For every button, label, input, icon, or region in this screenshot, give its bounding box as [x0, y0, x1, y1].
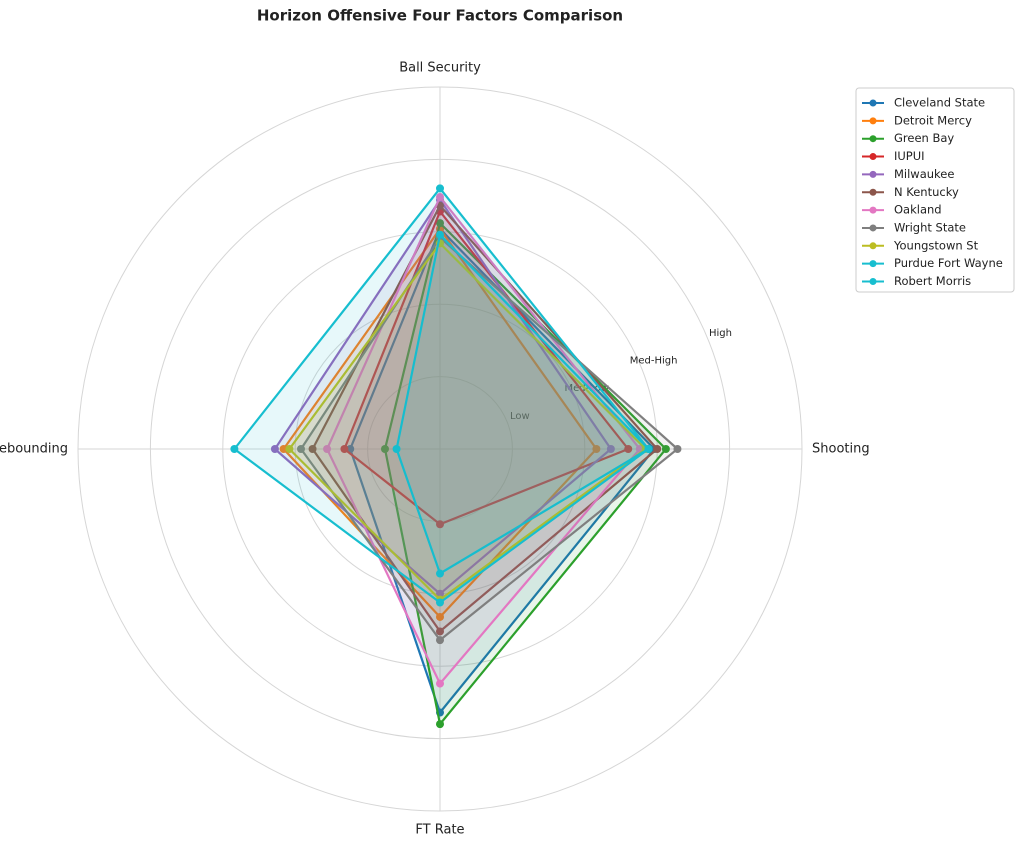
series-area	[344, 211, 629, 525]
legend-label: Robert Morris	[894, 274, 971, 288]
series-area	[327, 197, 640, 684]
legend-marker	[869, 224, 877, 232]
category-label: Ball Security	[399, 61, 481, 76]
legend-marker	[869, 170, 877, 178]
point	[436, 589, 444, 598]
series-area	[396, 234, 649, 574]
point	[380, 445, 389, 453]
point	[436, 219, 444, 228]
chart-title: Horizon Offensive Four Factors Compariso…	[257, 7, 623, 25]
legend-marker	[869, 117, 877, 125]
legend-label: Wright State	[894, 220, 966, 234]
point	[436, 636, 444, 645]
r-tick-label: Med-High	[630, 356, 678, 367]
legend-marker	[869, 99, 877, 107]
category-label: Off Rebounding	[0, 442, 68, 457]
legend-label: Milwaukee	[894, 167, 954, 181]
point	[323, 445, 332, 453]
point	[644, 445, 653, 453]
series-area	[385, 223, 666, 725]
legend-marker	[869, 242, 877, 250]
point	[436, 720, 444, 729]
series-area	[234, 188, 649, 603]
legend-marker	[869, 260, 877, 268]
series-area	[301, 237, 678, 641]
point	[436, 569, 444, 578]
series-area	[289, 243, 646, 600]
legend-label: Green Bay	[894, 131, 954, 145]
point	[606, 445, 615, 453]
point	[624, 445, 633, 453]
point	[285, 445, 294, 453]
legend-marker	[869, 188, 877, 196]
legend-label: Detroit Mercy	[894, 113, 972, 127]
legend-marker	[869, 206, 877, 214]
series-area	[274, 199, 611, 594]
legend-label: Oakland	[894, 203, 942, 217]
legend-label: Cleveland State	[894, 96, 985, 110]
grid: Shooting Ball Security Off Rebounding FT Ra…	[0, 61, 870, 838]
legend-label: Purdue Fort Wayne	[894, 256, 1003, 270]
point	[436, 612, 444, 621]
point	[436, 598, 444, 607]
point	[296, 445, 305, 453]
legend-label: N Kentucky	[894, 185, 959, 199]
point	[661, 445, 670, 453]
point	[436, 679, 444, 688]
category-label: Shooting	[812, 442, 870, 457]
legend: Cleveland State Detroit Mercy Green Bay IUP…	[862, 96, 1003, 288]
point	[436, 184, 444, 193]
point	[673, 445, 682, 453]
point	[436, 193, 444, 202]
point	[592, 445, 601, 453]
point	[436, 627, 444, 636]
legend-label: Youngstown St	[893, 238, 979, 252]
r-tick-label: High	[709, 328, 732, 339]
point	[340, 445, 349, 453]
legend-marker	[869, 135, 877, 143]
series-area	[312, 205, 658, 632]
legend-box	[855, 87, 1015, 293]
point	[436, 230, 444, 239]
point	[392, 445, 401, 453]
legend-marker	[869, 153, 877, 161]
legend-marker	[869, 278, 877, 285]
r-tick-label: Low	[510, 411, 530, 422]
plot	[230, 184, 682, 729]
legend-label: IUPUI	[894, 149, 925, 163]
point	[230, 445, 239, 453]
point	[270, 445, 279, 453]
point	[308, 445, 317, 453]
category-label: FT Rate	[415, 823, 464, 838]
point	[279, 445, 288, 453]
point	[653, 445, 662, 453]
point	[436, 520, 444, 529]
